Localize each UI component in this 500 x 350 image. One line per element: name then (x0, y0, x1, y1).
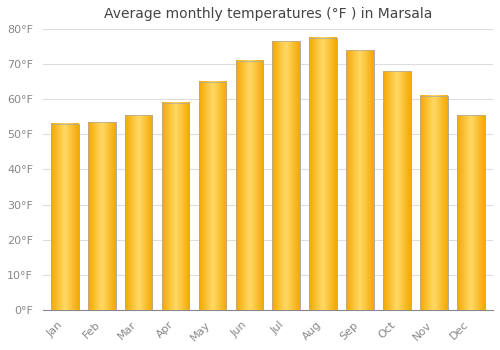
Bar (198, 82, 226, 310)
Bar (198, 82, 226, 310)
Bar (383, 71, 411, 310)
Bar (457, 115, 484, 310)
Bar (346, 50, 374, 310)
Title: Average monthly temperatures (°F ) in Marsala: Average monthly temperatures (°F ) in Ma… (104, 7, 432, 21)
Bar (310, 38, 337, 310)
Bar (125, 115, 152, 310)
Bar (162, 103, 190, 310)
Bar (51, 124, 78, 310)
Bar (236, 61, 263, 310)
Bar (125, 115, 152, 310)
Bar (88, 122, 116, 310)
Bar (162, 103, 190, 310)
Bar (88, 122, 116, 310)
Bar (272, 41, 300, 310)
Bar (272, 41, 300, 310)
Bar (420, 96, 448, 310)
Bar (383, 71, 411, 310)
Bar (457, 115, 484, 310)
Bar (420, 96, 448, 310)
Bar (236, 61, 263, 310)
Bar (310, 38, 337, 310)
Bar (346, 50, 374, 310)
Bar (51, 124, 78, 310)
